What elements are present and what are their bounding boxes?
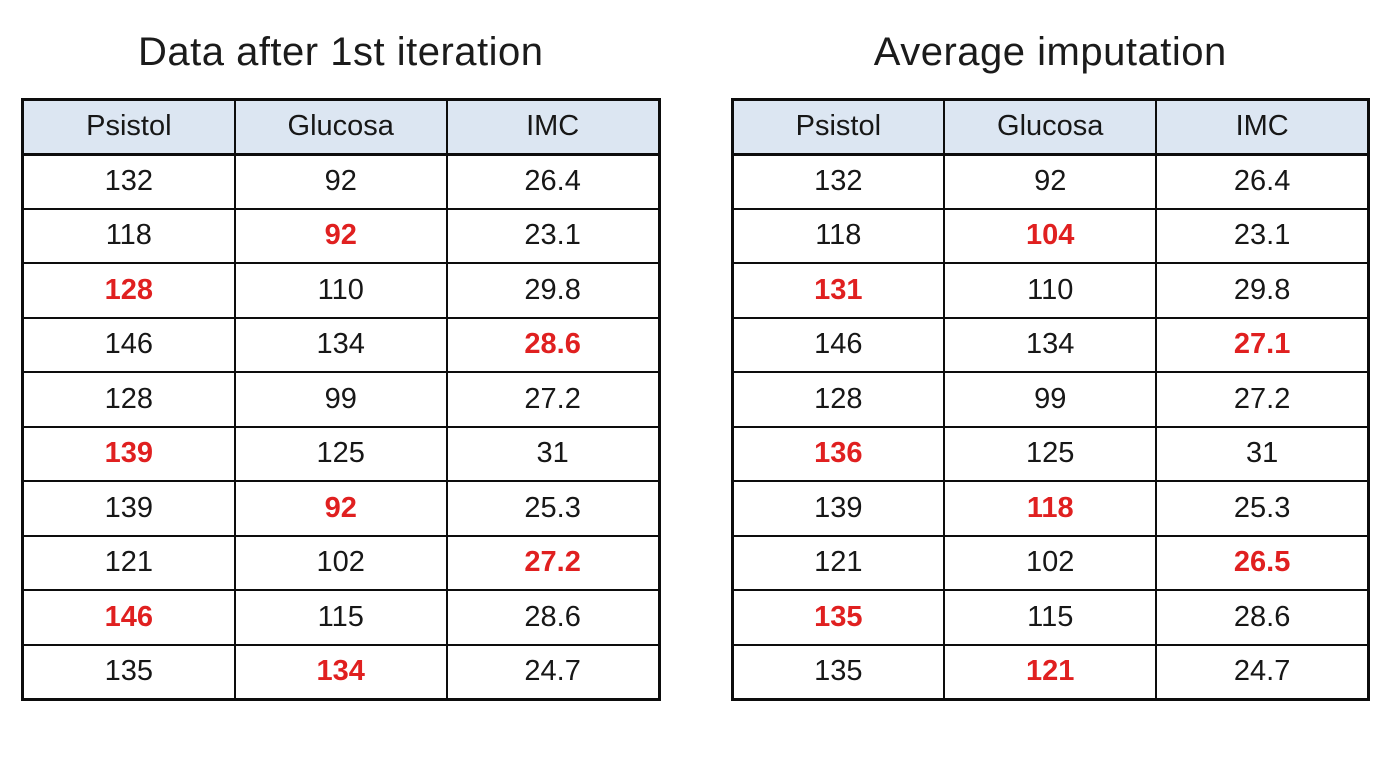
value-cell: 128 <box>730 371 946 428</box>
table-row: 128 99 27.2 <box>21 371 661 428</box>
value-cell: 132 <box>21 153 236 210</box>
table-row: 121 102 26.5 <box>730 534 1370 591</box>
value-cell: 99 <box>943 371 1158 428</box>
value-cell: 139 <box>21 480 236 537</box>
value-cell: 115 <box>233 589 448 646</box>
value-cell: 24.7 <box>1155 643 1370 700</box>
value-cell: 27.2 <box>445 371 661 428</box>
table-row: 139 118 25.3 <box>730 480 1370 537</box>
column-header-glucosa: Glucosa <box>233 98 448 156</box>
imputed-value-cell: 28.6 <box>445 316 661 373</box>
value-cell: 135 <box>21 643 236 700</box>
imputed-value-cell: 131 <box>730 262 946 319</box>
value-cell: 134 <box>943 316 1158 373</box>
value-cell: 102 <box>233 534 448 591</box>
table-row: 146 134 28.6 <box>21 316 661 373</box>
value-cell: 25.3 <box>1155 480 1370 537</box>
value-cell: 28.6 <box>1155 589 1370 646</box>
value-cell: 102 <box>943 534 1158 591</box>
value-cell: 26.4 <box>1155 153 1370 210</box>
column-header-psistol: Psistol <box>21 98 236 156</box>
table-row: 118 104 23.1 <box>730 207 1370 264</box>
value-cell: 23.1 <box>1155 207 1370 264</box>
table-row: 121 102 27.2 <box>21 534 661 591</box>
table-title-first-iteration: Data after 1st iteration <box>137 29 544 74</box>
table-row: 118 92 23.1 <box>21 207 661 264</box>
value-cell: 23.1 <box>445 207 661 264</box>
column-header-imc: IMC <box>1155 98 1370 156</box>
table-row: 136 125 31 <box>730 425 1370 482</box>
value-cell: 139 <box>730 480 946 537</box>
imputed-value-cell: 26.5 <box>1155 534 1370 591</box>
value-cell: 29.8 <box>1155 262 1370 319</box>
imputed-value-cell: 121 <box>943 643 1158 700</box>
column-header-psistol: Psistol <box>730 98 946 156</box>
table-row: 146 134 27.1 <box>730 316 1370 373</box>
imputed-value-cell: 104 <box>943 207 1158 264</box>
data-table-average-imputation: Psistol Glucosa IMC 132 92 26.4 118 104 23.1 131 1… <box>730 98 1370 701</box>
imputed-value-cell: 118 <box>943 480 1158 537</box>
table-row: 132 92 26.4 <box>21 153 661 210</box>
value-cell: 118 <box>730 207 946 264</box>
table-row: 132 92 26.4 <box>730 153 1370 210</box>
value-cell: 128 <box>21 371 236 428</box>
imputed-value-cell: 92 <box>233 207 448 264</box>
value-cell: 146 <box>730 316 946 373</box>
header-row: Psistol Glucosa IMC <box>21 98 661 156</box>
imputed-value-cell: 139 <box>21 425 236 482</box>
value-cell: 110 <box>943 262 1158 319</box>
table-row: 131 110 29.8 <box>730 262 1370 319</box>
column-header-imc: IMC <box>445 98 661 156</box>
value-cell: 134 <box>233 316 448 373</box>
table-row: 139 125 31 <box>21 425 661 482</box>
value-cell: 125 <box>233 425 448 482</box>
imputed-value-cell: 27.1 <box>1155 316 1370 373</box>
imputed-value-cell: 135 <box>730 589 946 646</box>
imputed-value-cell: 92 <box>233 480 448 537</box>
value-cell: 27.2 <box>1155 371 1370 428</box>
panel-first-iteration: Data after 1st iteration Psistol Glucosa I… <box>21 0 661 765</box>
value-cell: 121 <box>730 534 946 591</box>
table-row: 139 92 25.3 <box>21 480 661 537</box>
imputed-value-cell: 136 <box>730 425 946 482</box>
value-cell: 28.6 <box>445 589 661 646</box>
value-cell: 24.7 <box>445 643 661 700</box>
table-row: 128 110 29.8 <box>21 262 661 319</box>
imputed-value-cell: 128 <box>21 262 236 319</box>
value-cell: 92 <box>233 153 448 210</box>
value-cell: 118 <box>21 207 236 264</box>
column-header-glucosa: Glucosa <box>943 98 1158 156</box>
value-cell: 132 <box>730 153 946 210</box>
value-cell: 26.4 <box>445 153 661 210</box>
value-cell: 110 <box>233 262 448 319</box>
value-cell: 92 <box>943 153 1158 210</box>
imputed-value-cell: 134 <box>233 643 448 700</box>
value-cell: 99 <box>233 371 448 428</box>
table-row: 135 121 24.7 <box>730 643 1370 700</box>
value-cell: 115 <box>943 589 1158 646</box>
imputed-value-cell: 146 <box>21 589 236 646</box>
imputed-value-cell: 27.2 <box>445 534 661 591</box>
value-cell: 125 <box>943 425 1158 482</box>
value-cell: 31 <box>445 425 661 482</box>
value-cell: 146 <box>21 316 236 373</box>
value-cell: 29.8 <box>445 262 661 319</box>
table-row: 135 115 28.6 <box>730 589 1370 646</box>
value-cell: 135 <box>730 643 946 700</box>
table-row: 135 134 24.7 <box>21 643 661 700</box>
table-row: 128 99 27.2 <box>730 371 1370 428</box>
value-cell: 121 <box>21 534 236 591</box>
table-row: 146 115 28.6 <box>21 589 661 646</box>
table-title-average-imputation: Average imputation <box>873 29 1227 74</box>
panel-average-imputation: Average imputation Psistol Glucosa IMC 132 9… <box>730 0 1370 765</box>
data-table-first-iteration: Psistol Glucosa IMC 132 92 26.4 118 92 23.1 128 11… <box>21 98 661 701</box>
value-cell: 31 <box>1155 425 1370 482</box>
value-cell: 25.3 <box>445 480 661 537</box>
header-row: Psistol Glucosa IMC <box>730 98 1370 156</box>
